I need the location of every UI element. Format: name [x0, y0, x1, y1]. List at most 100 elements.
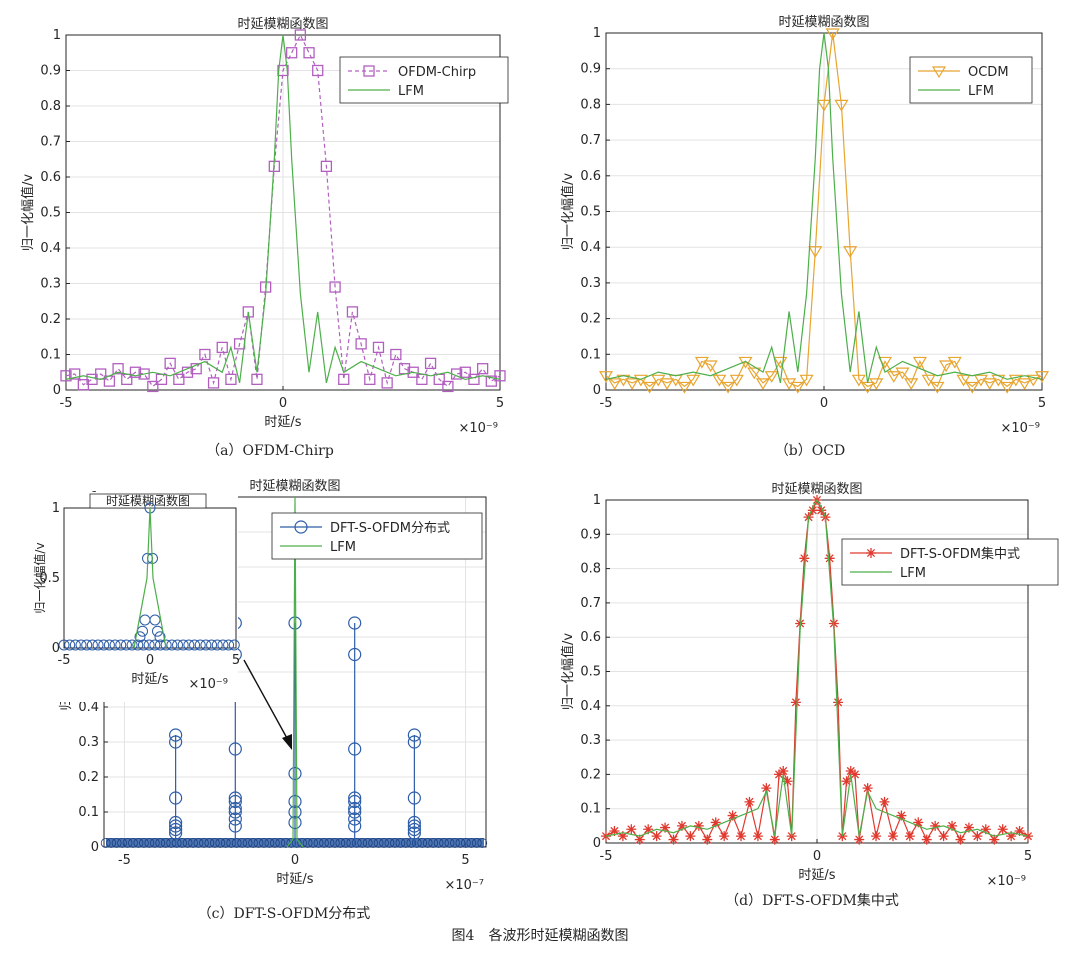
y-tick-label: 0.1: [40, 348, 61, 363]
sidelobe-marker: [144, 838, 155, 848]
zoom-arrow-line: [243, 659, 289, 741]
data-point: [642, 381, 657, 394]
data-point: [921, 834, 932, 845]
data-point: [1014, 825, 1025, 836]
legend-box: [339, 56, 509, 104]
data-point: [676, 820, 687, 831]
panel-c-dft-s-ofdm-distributed: -50500.10.20.30.40.50.60.70.80.91时延模糊函数图…: [32, 478, 488, 922]
y-tick-label: 0.3: [580, 733, 601, 748]
data-point: [468, 373, 480, 386]
data-point: [799, 553, 810, 564]
data-point: [364, 373, 376, 386]
y-tick-label: 0.7: [40, 135, 61, 150]
data-point: [659, 378, 675, 391]
inset-marker: [75, 639, 87, 651]
legend-marker: [931, 66, 947, 79]
data-point: [601, 831, 611, 842]
data-point: [854, 834, 865, 845]
sidelobe-marker: [373, 838, 384, 848]
x-exponent-label: ×10⁻⁹: [1000, 421, 1040, 436]
sidelobe-marker: [237, 838, 248, 848]
data-point: [963, 822, 974, 833]
data-point: [286, 47, 298, 59]
sidelobe-marker: [433, 838, 444, 848]
data-point: [685, 831, 696, 842]
inset-y-tick-label: 1: [52, 501, 60, 516]
data-point: [390, 348, 402, 361]
data-point: [841, 776, 852, 787]
inset-marker: [223, 639, 235, 651]
inset-lfm-peak: [133, 507, 167, 649]
inset-marker: [126, 639, 138, 651]
legend-entry: DFT-S-OFDM集中式: [900, 546, 1020, 562]
legend-entry: LFM: [968, 84, 994, 99]
panel-caption: （b）OCD: [775, 443, 845, 459]
data-point: [598, 371, 614, 383]
data-point: [825, 28, 840, 41]
y-tick-label: 0.9: [580, 527, 601, 542]
y-tick-label: 0.8: [40, 99, 61, 114]
panel-b-ocd: -5 0 500.10.20.30.40.50.60.70.80.91时延模糊函数图…: [560, 14, 1050, 459]
data-point: [782, 776, 793, 787]
stem-marker: [169, 822, 183, 837]
inset-x-tick-label: -5: [58, 653, 71, 668]
data-point: [312, 64, 324, 77]
y-tick-label: 0.4: [78, 700, 99, 715]
y-tick-label: 0.2: [580, 767, 601, 782]
data-point: [1034, 371, 1050, 383]
y-axis-label: 归一化幅值/v: [20, 174, 36, 251]
sidelobe-marker: [428, 838, 439, 848]
inset-marker: [194, 639, 206, 651]
data-point: [199, 348, 211, 361]
sidelobe-marker: [149, 838, 160, 848]
stem-marker: [348, 791, 362, 805]
data-point: [938, 831, 949, 842]
y-tick-label: 0: [593, 836, 601, 851]
sidelobe-marker: [379, 838, 389, 848]
sidelobe-marker: [122, 838, 133, 848]
inset-marker: [160, 639, 172, 651]
data-point: [921, 374, 936, 387]
series-line-lfm: [65, 34, 501, 384]
x-tick-label: 0: [291, 853, 299, 868]
sidelobe-marker: [248, 838, 258, 848]
y-axis-label: 归一化幅值/v: [560, 633, 576, 710]
stem-marker: [348, 819, 362, 833]
x-tick-label: 0: [813, 849, 821, 864]
data-point: [677, 381, 692, 394]
data-point: [834, 99, 849, 112]
sidelobe-marker: [460, 838, 471, 848]
data-point: [930, 381, 945, 394]
legend-marker: [294, 520, 308, 534]
data-point: [625, 378, 640, 391]
x-axis-label: 时延/s: [798, 868, 835, 883]
chart-title: 时延模糊函数图: [249, 478, 340, 494]
data-point: [329, 281, 341, 293]
lfm-peak-line: [286, 496, 304, 848]
y-tick-label: 1: [593, 26, 601, 41]
inset-x-tick-label: 0: [146, 653, 154, 668]
y-tick-label: 0.6: [40, 170, 61, 185]
sidelobe-marker: [308, 838, 318, 848]
sidelobe-marker: [155, 838, 166, 848]
data-point: [303, 47, 315, 59]
y-tick-label: 0: [53, 383, 61, 398]
stem-marker: [348, 616, 362, 630]
data-point: [693, 820, 704, 831]
data-point: [407, 366, 419, 378]
data-point: [190, 363, 202, 375]
stem-marker: [407, 826, 421, 840]
sidelobe-marker: [253, 838, 264, 848]
data-point: [1006, 831, 1017, 842]
data-point: [989, 834, 1000, 845]
inset-marker: [172, 639, 184, 651]
sidelobe-marker: [417, 838, 428, 848]
series-line-ofdm-chirp: [65, 33, 501, 388]
sidelobe-marker: [357, 838, 368, 848]
stem-marker: [288, 616, 302, 630]
stem-marker: [228, 819, 242, 833]
sidelobe-marker: [390, 838, 400, 848]
stem-marker: [228, 742, 242, 756]
